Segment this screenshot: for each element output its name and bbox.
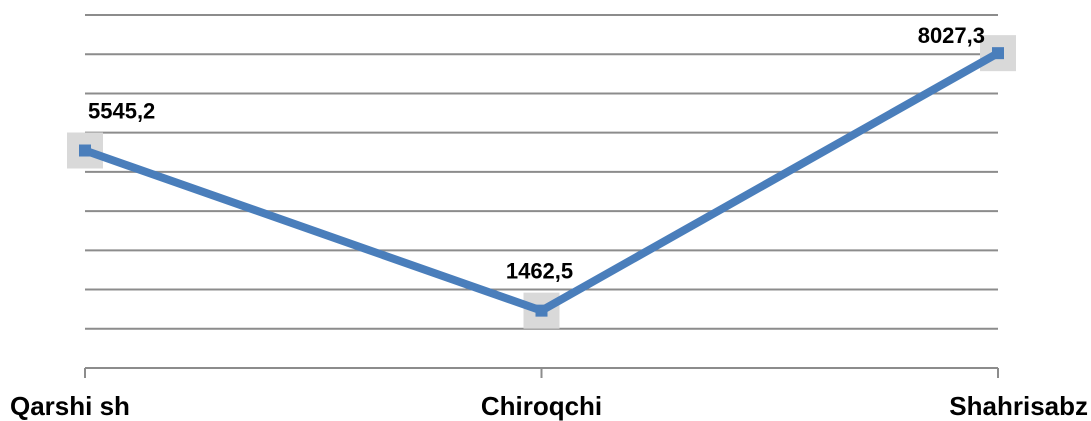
- x-tick-label: Qarshi sh: [10, 391, 130, 421]
- x-tick-label: Shahrisabz: [949, 391, 1088, 421]
- data-label: 5545,2: [88, 98, 155, 123]
- marker: [79, 144, 91, 157]
- x-tick-label: Chiroqchi: [481, 391, 602, 421]
- data-label: 8027,3: [918, 23, 985, 48]
- marker: [535, 304, 548, 317]
- marker: [992, 47, 1004, 60]
- data-label: 1462,5: [506, 258, 573, 283]
